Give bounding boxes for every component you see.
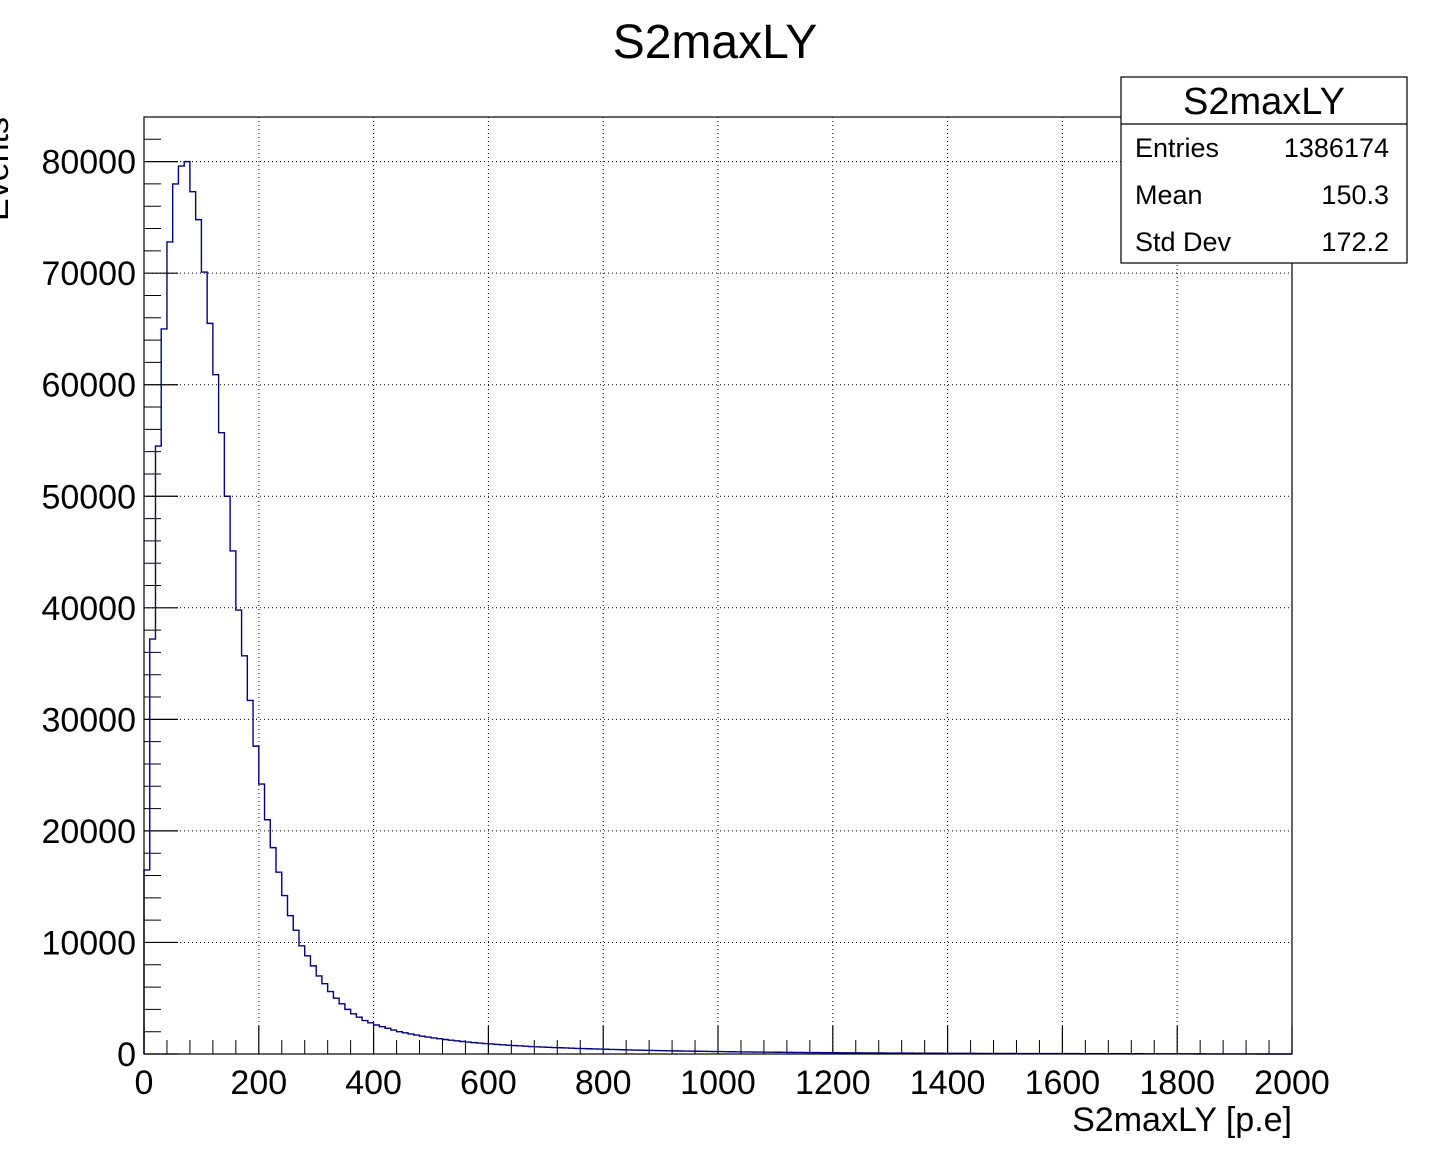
x-tick-label: 1600: [1025, 1064, 1101, 1102]
y-tick-label: 80000: [41, 144, 136, 182]
stats-stddev-value: 172.2: [1321, 227, 1389, 257]
x-tick-labels: 0 200 400 600 800 1000 1200 1400 1600 1800 2000: [135, 1064, 1330, 1102]
stats-title: S2maxLY: [1183, 81, 1345, 123]
y-tick-label: 0: [117, 1036, 136, 1074]
y-tick-label: 10000: [41, 924, 136, 962]
y-tick-label: 50000: [41, 478, 136, 516]
stats-stddev-label: Std Dev: [1135, 227, 1232, 257]
y-tick-labels: 0 10000 20000 30000 40000 50000 60000 70000 8000…: [41, 144, 136, 1074]
chart-title: S2maxLY: [613, 16, 818, 69]
y-tick-label: 40000: [41, 590, 136, 628]
y-tick-label: 70000: [41, 255, 136, 293]
stats-box: S2maxLY Entries 1386174 Mean 150.3 Std D…: [1120, 76, 1408, 264]
y-tick-label: 20000: [41, 813, 136, 851]
x-tick-label: 400: [345, 1064, 402, 1102]
stats-mean-label: Mean: [1135, 180, 1203, 210]
x-axis-label: S2maxLY [p.e]: [1072, 1101, 1292, 1139]
x-tick-label: 1000: [680, 1064, 756, 1102]
stats-entries-value: 1386174: [1284, 133, 1389, 163]
y-tick-label: 60000: [41, 367, 136, 405]
x-tick-label: 2000: [1254, 1064, 1330, 1102]
y-tick-label: 30000: [41, 701, 136, 739]
x-tick-label: 600: [460, 1064, 517, 1102]
stats-entries-label: Entries: [1135, 133, 1219, 163]
y-axis-label: Events: [0, 117, 16, 221]
plot-frame: [143, 116, 1293, 1055]
x-tick-label: 0: [135, 1064, 154, 1102]
x-tick-label: 800: [575, 1064, 632, 1102]
x-tick-label: 1200: [795, 1064, 871, 1102]
x-tick-label: 200: [230, 1064, 287, 1102]
x-tick-label: 1400: [910, 1064, 986, 1102]
stats-mean-value: 150.3: [1321, 180, 1389, 210]
grid: [144, 117, 1292, 1054]
axis-ticks: [143, 138, 1293, 1055]
x-tick-label: 1800: [1139, 1064, 1215, 1102]
